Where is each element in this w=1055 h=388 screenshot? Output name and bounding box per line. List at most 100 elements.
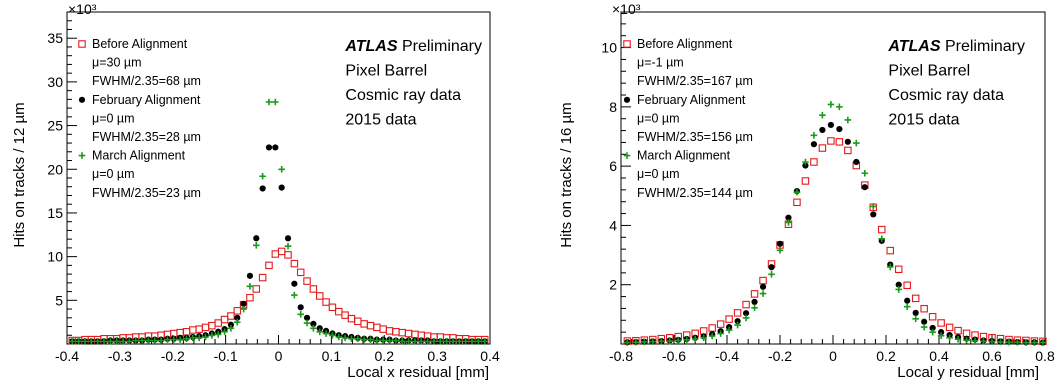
data-point (265, 144, 273, 151)
legend-marker (78, 40, 86, 48)
data-point (386, 337, 393, 344)
data-point (750, 290, 759, 298)
data-point (310, 320, 317, 328)
data-point (886, 263, 894, 271)
data-point (904, 297, 911, 304)
y-tick-label: 30 (47, 74, 63, 90)
data-point (776, 247, 784, 254)
y-tick-label: 25 (47, 118, 63, 134)
plot-frame (620, 11, 1046, 345)
data-point (164, 336, 171, 343)
data-point (310, 324, 317, 332)
data-point (126, 338, 133, 345)
data-point (240, 300, 247, 307)
data-point (1014, 338, 1021, 346)
data-point (405, 338, 412, 345)
data-point (988, 338, 996, 345)
legend-marker (623, 96, 631, 103)
data-point (878, 225, 886, 234)
data-point (417, 338, 425, 345)
data-point (189, 326, 197, 334)
data-point (886, 246, 894, 255)
data-point (776, 240, 784, 247)
data-point (869, 203, 877, 210)
x-tick-label: 0.1 (322, 348, 342, 364)
x-tick-label: -0.8 (609, 348, 633, 364)
data-point (208, 331, 216, 339)
data-point (954, 326, 962, 335)
data-point (296, 268, 305, 277)
data-point (1031, 339, 1038, 346)
x-tick-label: 0.4 (929, 348, 949, 364)
data-point (354, 335, 362, 343)
data-point (366, 321, 375, 330)
data-point (322, 330, 330, 337)
data-point (385, 327, 394, 335)
data-point (674, 337, 682, 344)
data-point (303, 319, 311, 327)
y-axis-label: Hits on tracks / 12 µm (11, 102, 28, 247)
data-point (233, 307, 242, 315)
data-point (234, 314, 241, 321)
data-point (182, 328, 191, 336)
data-point (341, 311, 349, 319)
data-point (1039, 339, 1047, 346)
data-point (708, 332, 716, 340)
x-tick-label: 0.6 (982, 348, 1002, 364)
data-point (920, 304, 928, 313)
data-point (768, 264, 775, 271)
x-tick-label: -0.4 (55, 348, 79, 364)
data-point (742, 310, 750, 317)
data-point (810, 141, 818, 148)
data-point (119, 338, 127, 345)
data-point (853, 139, 860, 147)
data-point (315, 292, 324, 300)
data-point (208, 321, 216, 330)
data-point (827, 121, 834, 129)
data-point (768, 271, 775, 278)
legend-entry: February Alignment (637, 93, 746, 107)
data-point (94, 338, 101, 345)
x-tick-label: -0.3 (108, 348, 132, 364)
data-point (624, 339, 631, 346)
data-point (291, 280, 298, 287)
data-point (802, 162, 809, 169)
data-point (392, 337, 400, 344)
data-point (157, 337, 165, 344)
data-point (937, 332, 945, 339)
legend-entry: FWHM/2.35=28 µm (92, 130, 201, 144)
data-point (259, 185, 266, 192)
data-point (793, 198, 801, 207)
data-point (912, 315, 919, 323)
x-tick-label: 0.2 (375, 348, 395, 364)
data-point (253, 235, 260, 242)
data-point (666, 337, 674, 345)
data-point (221, 328, 228, 336)
data-point (929, 324, 936, 332)
data-point (759, 283, 767, 290)
data-point (88, 338, 95, 345)
data-point (819, 111, 826, 119)
y-tick-label: 20 (47, 161, 63, 177)
data-point (456, 338, 463, 345)
x-tick-label: 0.3 (427, 348, 447, 364)
data-point (227, 321, 235, 328)
data-point (725, 326, 733, 334)
data-point (252, 241, 260, 249)
data-point (265, 98, 273, 106)
x-tick-label: 0.4 (480, 348, 500, 364)
x-tick-label: -0.1 (214, 348, 238, 364)
data-point (138, 337, 146, 344)
data-point (733, 309, 742, 317)
data-point (462, 338, 469, 345)
data-point (836, 125, 843, 133)
data-point (246, 293, 254, 302)
data-point (214, 319, 222, 327)
data-point (785, 219, 792, 226)
data-point (449, 338, 457, 345)
y-tick-label: 10 (601, 40, 617, 56)
data-point (751, 298, 758, 306)
data-point (725, 315, 733, 323)
data-point (911, 294, 920, 303)
legend-marker (78, 96, 86, 103)
